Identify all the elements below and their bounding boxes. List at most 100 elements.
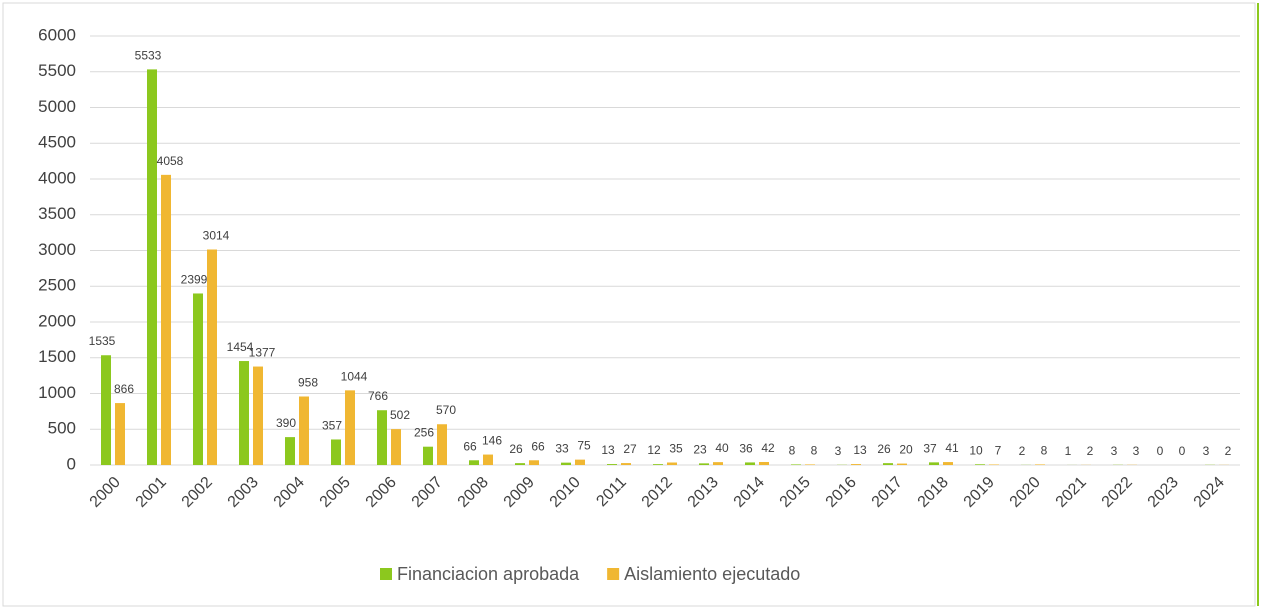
bar <box>929 462 939 465</box>
legend-swatch <box>607 568 620 580</box>
bar <box>437 424 447 465</box>
bar <box>943 462 953 465</box>
value-label: 41 <box>945 441 959 455</box>
bar <box>713 462 723 465</box>
value-label: 766 <box>368 389 388 403</box>
bar <box>653 464 663 465</box>
y-tick-label: 3500 <box>38 204 76 223</box>
value-label: 13 <box>601 443 615 457</box>
value-label: 3 <box>1203 444 1210 458</box>
bar <box>253 366 263 465</box>
value-label: 5533 <box>135 48 162 62</box>
value-label: 2 <box>1225 444 1232 458</box>
value-label: 42 <box>761 441 775 455</box>
value-label: 8 <box>789 443 796 457</box>
bar <box>101 355 111 465</box>
bar <box>377 410 387 465</box>
bar <box>897 463 907 465</box>
y-tick-label: 6000 <box>38 25 76 44</box>
value-label: 3 <box>1133 444 1140 458</box>
value-label: 146 <box>482 434 502 448</box>
value-label: 8 <box>811 443 818 457</box>
value-label: 866 <box>114 382 134 396</box>
bar <box>759 461 769 465</box>
value-label: 7 <box>995 443 1002 457</box>
value-label: 390 <box>276 416 296 430</box>
bar <box>469 460 479 465</box>
value-label: 2399 <box>181 272 208 286</box>
value-label: 1044 <box>341 369 368 383</box>
legend-swatch <box>380 568 392 580</box>
value-label: 66 <box>531 439 545 453</box>
value-label: 40 <box>715 441 729 455</box>
value-label: 3014 <box>203 228 230 242</box>
bar <box>621 463 631 465</box>
bar <box>515 463 525 465</box>
value-label: 3 <box>835 444 842 458</box>
value-label: 26 <box>877 442 891 456</box>
bar <box>299 396 309 465</box>
bar <box>483 454 493 465</box>
bar <box>115 403 125 465</box>
value-label: 502 <box>390 408 410 422</box>
bar <box>745 462 755 465</box>
value-label: 27 <box>623 442 637 456</box>
bar <box>667 462 677 465</box>
bar <box>345 390 355 465</box>
legend-label: Financiacion aprobada <box>397 564 580 584</box>
value-label: 23 <box>693 442 707 456</box>
bar <box>239 361 249 465</box>
y-tick-label: 1000 <box>38 383 76 402</box>
value-label: 0 <box>1157 444 1164 458</box>
bar <box>791 464 801 465</box>
bar <box>423 446 433 465</box>
value-label: 357 <box>322 418 342 432</box>
bar <box>699 463 709 465</box>
bar <box>147 69 157 465</box>
y-tick-label: 1500 <box>38 347 76 366</box>
y-tick-label: 5500 <box>38 61 76 80</box>
legend-label: Aislamiento ejecutado <box>624 564 800 584</box>
bar <box>561 462 571 465</box>
value-label: 570 <box>436 403 456 417</box>
value-label: 36 <box>739 441 753 455</box>
bar <box>883 463 893 465</box>
value-label: 12 <box>647 443 661 457</box>
bar <box>161 174 171 465</box>
value-label: 3 <box>1111 444 1118 458</box>
value-label: 8 <box>1041 443 1048 457</box>
value-label: 1377 <box>249 346 276 360</box>
value-label: 4058 <box>157 154 184 168</box>
bar <box>975 464 985 465</box>
bar <box>193 293 203 465</box>
value-label: 0 <box>1179 444 1186 458</box>
value-label: 2 <box>1087 444 1094 458</box>
value-label: 10 <box>969 443 983 457</box>
bar <box>391 429 401 465</box>
value-label: 1535 <box>89 334 116 348</box>
y-tick-label: 4000 <box>38 168 76 187</box>
value-label: 1454 <box>227 340 254 354</box>
value-label: 75 <box>577 439 591 453</box>
value-label: 2 <box>1019 444 1026 458</box>
bar <box>1035 464 1045 465</box>
bar <box>851 464 861 465</box>
y-tick-label: 5000 <box>38 97 76 116</box>
value-label: 13 <box>853 443 867 457</box>
value-label: 20 <box>899 443 913 457</box>
value-label: 26 <box>509 442 523 456</box>
value-label: 66 <box>463 439 477 453</box>
bar <box>989 464 999 465</box>
y-tick-label: 2000 <box>38 311 76 330</box>
bar <box>331 439 341 465</box>
value-label: 958 <box>298 376 318 390</box>
value-label: 33 <box>555 442 569 456</box>
y-tick-label: 0 <box>67 454 76 473</box>
value-label: 37 <box>923 441 937 455</box>
y-tick-label: 3000 <box>38 240 76 259</box>
y-tick-label: 4500 <box>38 133 76 152</box>
value-label: 1 <box>1065 444 1072 458</box>
value-label: 256 <box>414 426 434 440</box>
